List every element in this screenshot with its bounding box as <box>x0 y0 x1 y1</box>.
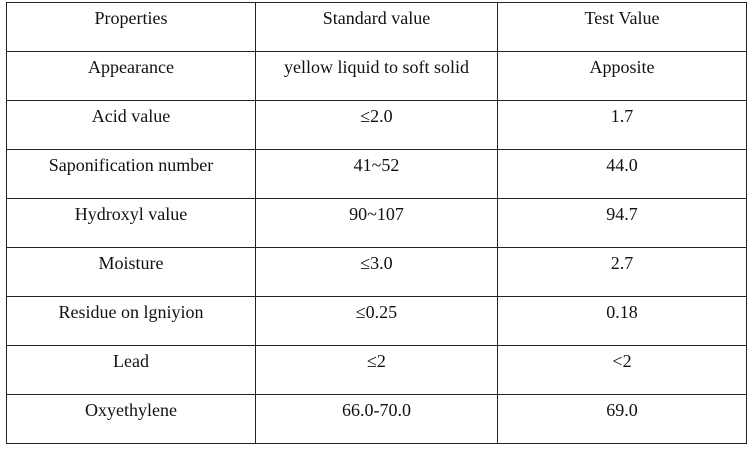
header-cell: Test Value <box>497 2 747 52</box>
data-cell: 94.7 <box>497 198 747 248</box>
properties-table: Properties Standard value Test Value Appear… <box>6 2 747 444</box>
data-cell: 1.7 <box>497 100 747 150</box>
data-row: Residue on lgniyion ≤0.25 0.18 <box>6 296 747 346</box>
data-cell: 66.0-70.0 <box>255 394 498 444</box>
header-cell: Standard value <box>255 2 498 52</box>
data-cell: 0.18 <box>497 296 747 346</box>
data-cell: <2 <box>497 345 747 395</box>
data-row: Lead ≤2 <2 <box>6 345 747 395</box>
data-cell: Acid value <box>6 100 256 150</box>
data-cell: Residue on lgniyion <box>6 296 256 346</box>
data-row: Moisture ≤3.0 2.7 <box>6 247 747 297</box>
data-cell: ≤2.0 <box>255 100 498 150</box>
header-row: Properties Standard value Test Value <box>6 2 747 52</box>
data-cell: Appearance <box>6 51 256 101</box>
data-cell: 44.0 <box>497 149 747 199</box>
data-cell: 2.7 <box>497 247 747 297</box>
header-cell: Properties <box>6 2 256 52</box>
table-body: Properties Standard value Test Value Appear… <box>6 2 747 444</box>
data-cell: ≤2 <box>255 345 498 395</box>
data-cell: Oxyethylene <box>6 394 256 444</box>
data-cell: 41~52 <box>255 149 498 199</box>
data-row: Acid value ≤2.0 1.7 <box>6 100 747 150</box>
data-cell: Hydroxyl value <box>6 198 256 248</box>
data-cell: Apposite <box>497 51 747 101</box>
data-cell: 90~107 <box>255 198 498 248</box>
data-cell: yellow liquid to soft solid <box>255 51 498 101</box>
data-cell: Saponification number <box>6 149 256 199</box>
data-row: Hydroxyl value 90~107 94.7 <box>6 198 747 248</box>
data-cell: ≤3.0 <box>255 247 498 297</box>
data-row: Oxyethylene 66.0-70.0 69.0 <box>6 394 747 444</box>
data-row: Appearance yellow liquid to soft solid App… <box>6 51 747 101</box>
data-row: Saponification number 41~52 44.0 <box>6 149 747 199</box>
data-cell: Lead <box>6 345 256 395</box>
data-cell: ≤0.25 <box>255 296 498 346</box>
data-cell: Moisture <box>6 247 256 297</box>
data-cell: 69.0 <box>497 394 747 444</box>
